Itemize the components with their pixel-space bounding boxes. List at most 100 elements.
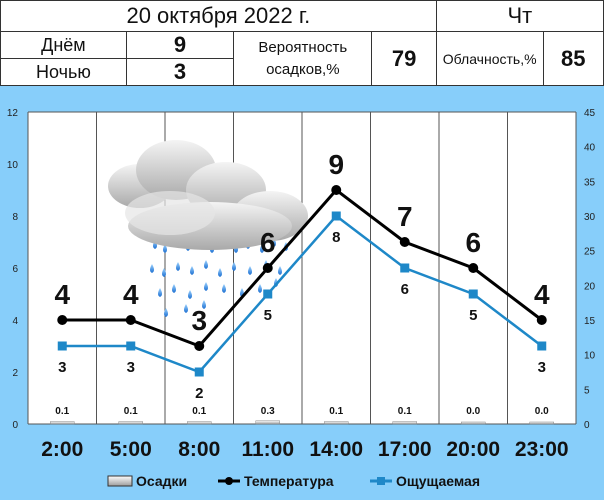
legend-temp-label: Температура bbox=[244, 473, 334, 489]
feels-like-point bbox=[126, 341, 136, 351]
feels-like-point bbox=[537, 341, 547, 351]
legend-temp-marker bbox=[225, 477, 233, 485]
feels-like-label: 3 bbox=[127, 359, 135, 376]
precip-label: 0.1 bbox=[398, 406, 412, 417]
precip-label: 0.0 bbox=[535, 406, 549, 417]
precip-bar bbox=[461, 421, 486, 425]
x-tick-label: 23:00 bbox=[515, 438, 569, 461]
temperature-label: 4 bbox=[534, 279, 550, 310]
feels-like-point bbox=[468, 289, 478, 299]
feels-like-point bbox=[400, 263, 410, 273]
temperature-label: 4 bbox=[54, 279, 70, 310]
raindrop bbox=[190, 266, 194, 275]
feels-like-point bbox=[57, 341, 67, 351]
precip-prob-label: Вероятность осадков,% bbox=[233, 31, 373, 86]
legend: Осадки Температура Ощущаемая bbox=[107, 473, 480, 489]
precip-label: 0.0 bbox=[466, 406, 480, 417]
raindrop bbox=[204, 282, 208, 291]
precip-bar bbox=[529, 421, 554, 425]
temperature-point bbox=[194, 341, 205, 351]
raindrop bbox=[204, 260, 208, 269]
raindrop bbox=[150, 264, 154, 273]
temperature-label: 9 bbox=[328, 149, 344, 180]
temperature-label: 6 bbox=[260, 227, 276, 258]
precip-prob-value: 79 bbox=[371, 31, 437, 86]
y-tick-left: 2 bbox=[12, 368, 18, 379]
feels-like-label: 2 bbox=[195, 385, 203, 402]
header-table: 20 октября 2022 г. Чт Днём 9 Вероятность… bbox=[0, 0, 604, 86]
raindrop bbox=[222, 284, 226, 293]
y-tick-right: 35 bbox=[584, 177, 596, 188]
precip-label: 0.1 bbox=[329, 406, 343, 417]
raindrop bbox=[232, 262, 236, 271]
feels-like-label: 6 bbox=[401, 281, 409, 298]
feels-like-point bbox=[263, 289, 273, 299]
y-tick-right: 45 bbox=[584, 108, 596, 119]
precip-label: 0.1 bbox=[192, 406, 206, 417]
feels-like-point bbox=[331, 211, 341, 221]
weekday-label: Чт bbox=[435, 0, 604, 32]
raindrop bbox=[260, 244, 264, 253]
raindrop bbox=[202, 300, 206, 309]
raindrop bbox=[172, 284, 176, 293]
raindrop bbox=[188, 290, 192, 299]
legend-precip-label: Осадки bbox=[136, 473, 187, 489]
raindrop bbox=[218, 268, 222, 277]
raindrop bbox=[258, 284, 262, 293]
feels-like-line bbox=[62, 214, 543, 374]
y-tick-right: 20 bbox=[584, 281, 596, 292]
y-tick-right: 15 bbox=[584, 316, 596, 327]
y-tick-left: 12 bbox=[7, 108, 19, 119]
feels-like-label: 3 bbox=[58, 359, 66, 376]
feels-like-label: 5 bbox=[264, 307, 272, 324]
y-tick-right: 40 bbox=[584, 143, 596, 154]
cloud-rain-icon bbox=[108, 140, 308, 317]
x-tick-label: 17:00 bbox=[378, 438, 432, 461]
feels-like-point bbox=[194, 367, 204, 377]
temperature-point bbox=[125, 315, 136, 325]
precip-bar bbox=[50, 421, 75, 425]
precip-bar bbox=[187, 421, 212, 425]
raindrop bbox=[248, 266, 252, 275]
raindrop bbox=[278, 266, 282, 275]
cloudiness-label: Облачность,% bbox=[435, 31, 544, 86]
y-tick-right: 25 bbox=[584, 247, 596, 258]
raindrop bbox=[184, 304, 188, 313]
temperature-line bbox=[62, 187, 543, 348]
y-tick-left: 0 bbox=[12, 420, 18, 431]
feels-like-label: 5 bbox=[469, 307, 477, 324]
precip-bar bbox=[255, 420, 280, 425]
temperature-point bbox=[57, 315, 68, 325]
raindrop bbox=[158, 288, 162, 297]
temperature-point bbox=[331, 185, 342, 195]
precip-label: 0.1 bbox=[124, 406, 138, 417]
temperature-label: 3 bbox=[191, 305, 207, 336]
y-tick-right: 5 bbox=[584, 385, 590, 396]
precip-label: 0.1 bbox=[55, 406, 69, 417]
day-temp-value: 9 bbox=[125, 31, 235, 59]
y-tick-left: 10 bbox=[7, 160, 19, 171]
night-temp-value: 3 bbox=[125, 58, 235, 86]
precip-prob-label-line1: Вероятность bbox=[258, 38, 348, 56]
day-temp-label: Днём bbox=[0, 31, 127, 59]
raindrop bbox=[162, 268, 166, 277]
precip-bar bbox=[324, 421, 349, 425]
y-tick-left: 8 bbox=[12, 212, 18, 223]
legend-feels-marker bbox=[377, 477, 385, 485]
legend-feels-label: Ощущаемая bbox=[396, 473, 480, 489]
x-tick-label: 14:00 bbox=[309, 438, 363, 461]
precip-bar bbox=[118, 421, 143, 425]
x-tick-label: 8:00 bbox=[178, 438, 220, 461]
date-label: 20 октября 2022 г. bbox=[0, 0, 437, 32]
x-tick-label: 11:00 bbox=[241, 438, 294, 461]
legend-precip-swatch bbox=[107, 475, 133, 487]
y-tick-right: 0 bbox=[584, 420, 590, 431]
x-tick-label: 2:00 bbox=[41, 438, 83, 461]
y-tick-left: 4 bbox=[12, 316, 18, 327]
temperature-label: 6 bbox=[465, 227, 481, 258]
feels-like-label: 8 bbox=[332, 229, 340, 246]
y-tick-right: 10 bbox=[584, 351, 596, 362]
raindrop bbox=[176, 262, 180, 271]
precip-prob-label-line2: осадков,% bbox=[266, 60, 340, 78]
